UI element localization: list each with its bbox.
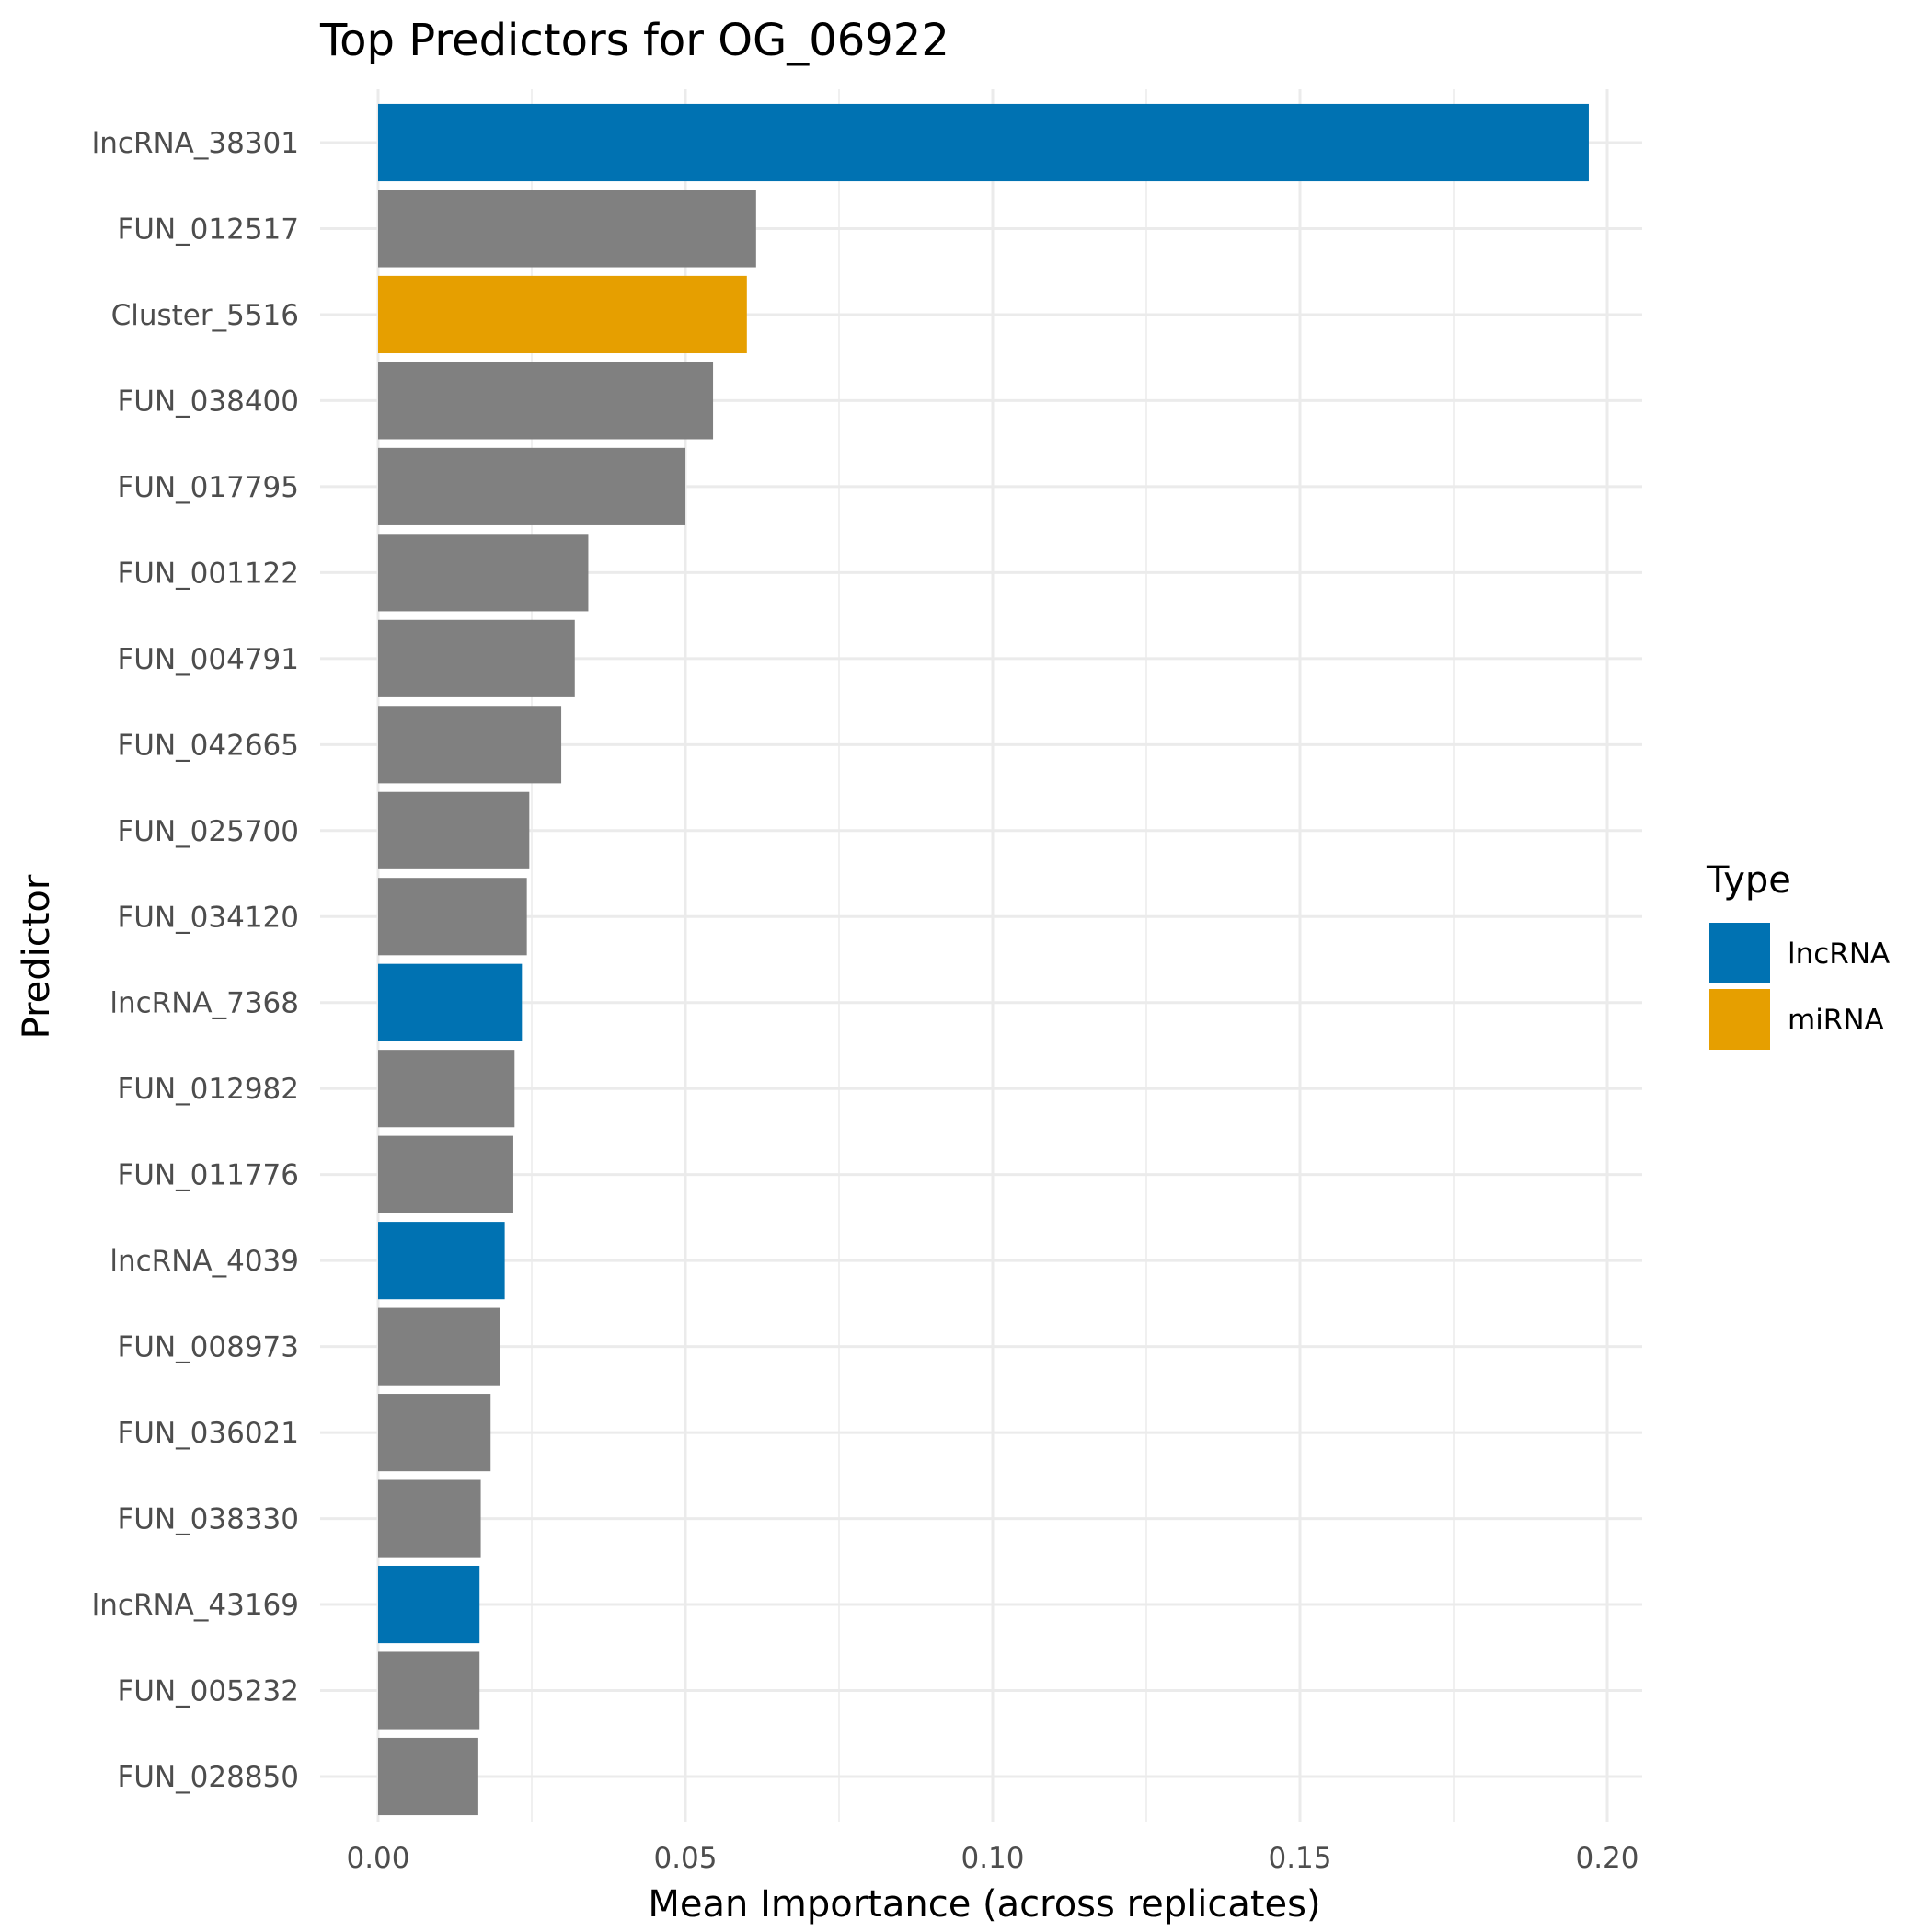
bar: [378, 1394, 491, 1472]
bar: [378, 1307, 500, 1386]
x-tick-label: 0.20: [1575, 1842, 1639, 1875]
y-tick-label: FUN_036021: [117, 1417, 299, 1450]
bar: [378, 619, 575, 697]
y-tick-label: FUN_012982: [117, 1073, 299, 1106]
y-tick-label: lncRNA_7368: [109, 987, 299, 1020]
y-tick-label: FUN_011776: [117, 1159, 299, 1192]
x-tick-labels: 0.00 0.05 0.10 0.15 0.20: [346, 1842, 1639, 1875]
y-tick-label: FUN_038400: [117, 385, 299, 418]
y-tick-label: FUN_004791: [117, 643, 299, 676]
y-tick-label: lncRNA_43169: [92, 1589, 299, 1622]
bar: [378, 791, 530, 869]
y-tick-label: FUN_012517: [117, 213, 299, 246]
y-tick-label: lncRNA_38301: [92, 127, 299, 160]
legend-key: [1709, 923, 1770, 983]
legend-title: Type: [1706, 859, 1791, 902]
y-tick-label: FUN_025700: [117, 815, 299, 848]
bar: [378, 963, 523, 1041]
bar: [378, 275, 747, 354]
bar: [378, 1222, 505, 1300]
bar: [378, 878, 527, 956]
y-axis-title: Predictor: [16, 874, 58, 1039]
bar: [378, 706, 562, 784]
y-tick-label: Cluster_5516: [111, 299, 299, 332]
y-tick-label: FUN_042665: [117, 729, 299, 762]
legend: Type lncRNA miRNA: [1706, 859, 1890, 1050]
x-tick-label: 0.15: [1268, 1842, 1331, 1875]
bar: [378, 362, 714, 440]
y-tick-label: FUN_008973: [117, 1331, 299, 1364]
legend-key: [1709, 989, 1770, 1050]
y-tick-label: FUN_005232: [117, 1675, 299, 1708]
y-tick-label: lncRNA_4039: [109, 1245, 299, 1278]
bar: [378, 447, 685, 525]
bars: [378, 103, 1589, 1816]
legend-label: miRNA: [1788, 1004, 1884, 1037]
bar: [378, 103, 1589, 182]
y-tick-labels: lncRNA_38301 FUN_012517 Cluster_5516 FUN_03…: [92, 127, 299, 1794]
y-tick-label: FUN_038330: [117, 1503, 299, 1536]
x-tick-label: 0.10: [960, 1842, 1024, 1875]
x-tick-label: 0.00: [346, 1842, 409, 1875]
x-axis-title: Mean Importance (across replicates): [648, 1883, 1320, 1926]
legend-label: lncRNA: [1788, 937, 1890, 971]
x-tick-label: 0.05: [653, 1842, 717, 1875]
y-tick-label: FUN_028850: [117, 1761, 299, 1794]
bar: [378, 1651, 480, 1730]
bar: [378, 1737, 478, 1816]
y-tick-label: FUN_017795: [117, 471, 299, 504]
chart-title: Top Predictors for OG_06922: [319, 15, 949, 66]
bar: [378, 1479, 481, 1558]
y-tick-label: FUN_034120: [117, 901, 299, 934]
bar: [378, 190, 756, 268]
bar: [378, 1050, 515, 1128]
bar: [378, 534, 589, 612]
bar: [378, 1135, 513, 1213]
bar: [378, 1565, 480, 1644]
y-tick-label: FUN_001122: [117, 557, 299, 590]
